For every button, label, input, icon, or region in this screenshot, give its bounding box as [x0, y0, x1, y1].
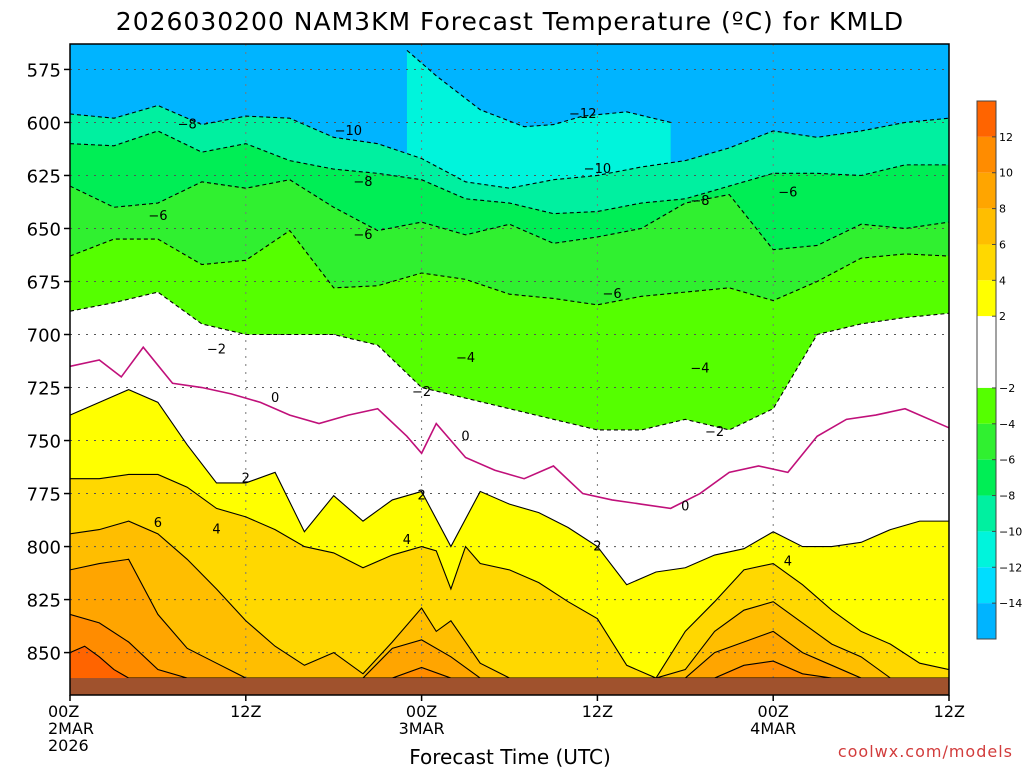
- colorbar-label-minus-8: −8: [999, 490, 1015, 503]
- isotherm-minus-8: [70, 130, 949, 215]
- ground-terrain: [70, 678, 949, 695]
- colorbar-band-minus-2: [977, 316, 996, 388]
- contour-label-9: −6: [602, 287, 621, 302]
- contour-label-14: −2: [705, 425, 724, 440]
- xtick-label-24-1: 3MAR: [399, 719, 445, 738]
- colorbar-band-minus-8: [977, 459, 996, 496]
- contour-label-2: −12: [569, 107, 596, 122]
- colorbar-band-2: [977, 280, 996, 317]
- contour-label-13: −2: [412, 385, 431, 400]
- colorbar-frame: [976, 100, 997, 640]
- band-above-10: [70, 614, 949, 695]
- y-axis-pressure: 575 600 625 650 675 700 725 750 775 800 825 850: [27, 60, 70, 665]
- ytick-label-825: 825: [27, 591, 61, 612]
- isotherm-minus-6: [70, 179, 949, 251]
- ytick-label-850: 850: [27, 644, 61, 665]
- contour-label-18: 2: [242, 472, 250, 487]
- contour-label-3: −10: [584, 162, 611, 177]
- colorbar-band-minus-14: [977, 567, 996, 604]
- xtick-label-60-0: 12Z: [934, 702, 965, 721]
- contour-label-0: −8: [178, 118, 197, 133]
- xtick-label-0-2: 2026: [48, 736, 89, 755]
- ytick-label-700: 700: [27, 326, 61, 347]
- ytick-label-625: 625: [27, 166, 61, 187]
- isotherm-labels: −8 −10 −12 −10 −6 −8 −6 −8 −6 −6 −2 −4 −4 −2 −2 0 0 0 2 2 2 6…: [148, 107, 797, 569]
- contour-label-6: −6: [353, 228, 372, 243]
- x-axis-label: Forecast Time (UTC): [409, 745, 611, 768]
- colorbar-label-8: 8: [999, 203, 1006, 216]
- xtick-label-48-0: 00Z: [758, 702, 789, 721]
- colorbar-band-4: [977, 244, 996, 281]
- isotherm-2: [70, 389, 949, 586]
- ytick-label-775: 775: [27, 485, 61, 506]
- colorbar-label-12: 12: [999, 131, 1013, 144]
- isotherm-minus-4: [70, 229, 949, 306]
- contour-label-20: 2: [593, 540, 601, 555]
- colorbar-band-minus-16: [977, 603, 996, 639]
- colorbar-label-minus-6: −6: [999, 454, 1015, 467]
- colorbar-band-minus-4: [977, 387, 996, 424]
- ytick-label-675: 675: [27, 272, 61, 293]
- isotherm-minus-2: [70, 291, 949, 431]
- colorbar-label-minus-10: −10: [999, 525, 1022, 538]
- band-above-8: [70, 559, 949, 695]
- colorbar-label-minus-12: −12: [999, 561, 1022, 574]
- isotherm-4: [70, 473, 949, 679]
- colorbar-band-6: [977, 208, 996, 245]
- xtick-label-24-0: 00Z: [406, 702, 437, 721]
- contour-label-22: 4: [212, 523, 220, 538]
- contour-label-19: 2: [417, 489, 425, 504]
- contour-label-11: −4: [456, 351, 475, 366]
- xtick-label-48-1: 4MAR: [750, 719, 796, 738]
- contour-label-12: −4: [690, 361, 709, 376]
- contour-label-17: 0: [681, 499, 689, 514]
- isotherm-minus-12: [406, 49, 671, 128]
- colorbar-band-12: [977, 101, 996, 137]
- colorbar-label-2: 2: [999, 310, 1006, 323]
- contour-label-5: −8: [353, 175, 372, 190]
- colorbar-band-8: [977, 172, 996, 209]
- contour-label-8: −6: [778, 185, 797, 200]
- isotherm-lines: [70, 49, 949, 679]
- chart-title: 2026030200 NAM3KM Forecast Temperature (…: [116, 7, 904, 36]
- xtick-label-0-0: 00Z: [48, 702, 79, 721]
- contour-label-4: −6: [148, 209, 167, 224]
- credit-text: coolwx.com/models: [838, 742, 1013, 761]
- ytick-label-650: 650: [27, 219, 61, 240]
- xtick-label-0-1: 2MAR: [48, 719, 94, 738]
- xtick-label-12-0: 12Z: [230, 702, 261, 721]
- contour-label-24: 4: [784, 554, 792, 569]
- isotherm-6: [70, 520, 949, 679]
- xtick-label-36-0: 12Z: [582, 702, 613, 721]
- colorbar-label-6: 6: [999, 238, 1006, 251]
- ytick-label-575: 575: [27, 60, 61, 81]
- ytick-label-800: 800: [27, 538, 61, 559]
- contour-label-10: −2: [207, 342, 226, 357]
- colorbar-band-minus-6: [977, 423, 996, 460]
- colorbar: 12 10 8 6 4 2 −2 −4 −6 −8 −10 −12 −14: [976, 100, 1022, 640]
- contour-label-21: 6: [154, 516, 162, 531]
- colorbar-label-minus-4: −4: [999, 418, 1015, 431]
- ytick-label-725: 725: [27, 379, 61, 400]
- colorbar-label-4: 4: [999, 274, 1006, 287]
- colorbar-band-10: [977, 136, 996, 173]
- colorbar-label-10: 10: [999, 167, 1013, 180]
- isotherm-0: [70, 345, 949, 510]
- contour-label-7: −8: [690, 194, 709, 209]
- colorbar-band-minus-12: [977, 531, 996, 568]
- plot-frame: [69, 43, 950, 696]
- contour-label-15: 0: [271, 391, 279, 406]
- contour-label-1: −10: [335, 124, 362, 139]
- temperature-fill-layer: [70, 44, 949, 695]
- ytick-label-600: 600: [27, 113, 61, 134]
- contour-label-23: 4: [403, 533, 411, 548]
- colorbar-label-minus-2: −2: [999, 382, 1015, 395]
- colorbar-band-minus-10: [977, 495, 996, 532]
- contour-label-16: 0: [461, 429, 469, 444]
- ytick-label-750: 750: [27, 432, 61, 453]
- colorbar-label-minus-14: −14: [999, 597, 1022, 610]
